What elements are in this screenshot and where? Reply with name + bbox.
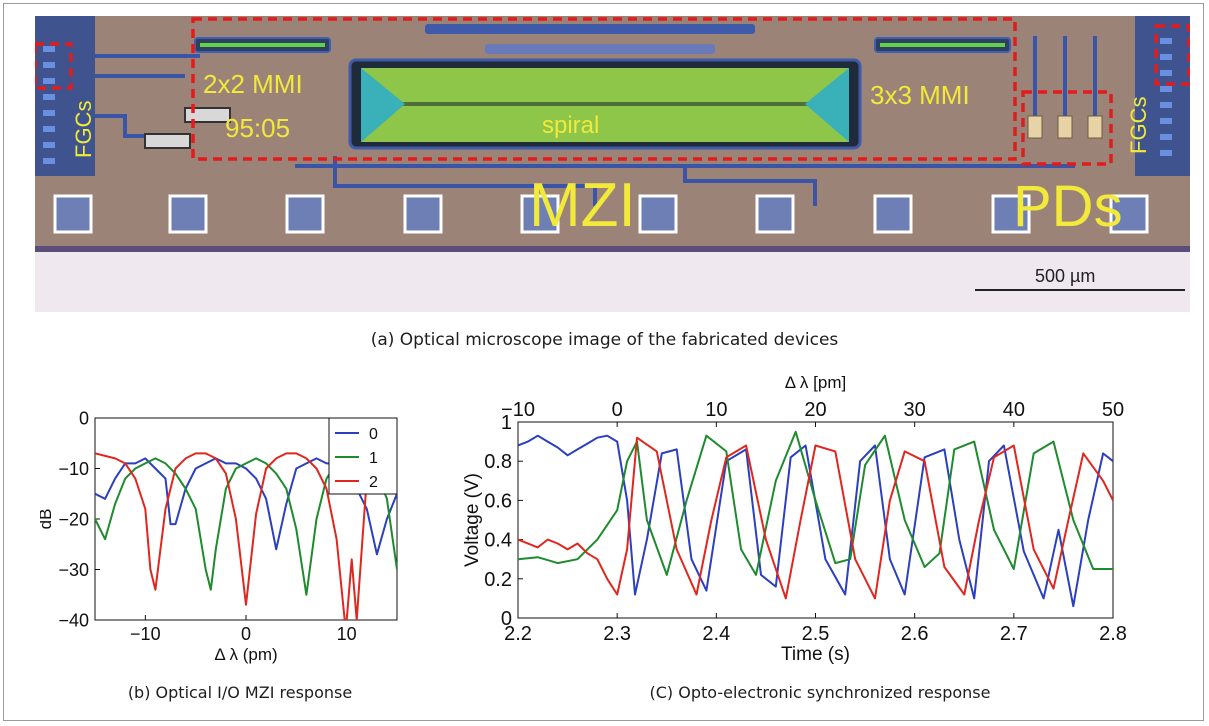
legend-label-1: 1 bbox=[369, 450, 378, 467]
x-tick-label: −10 bbox=[130, 624, 161, 644]
series-line-1 bbox=[518, 430, 1113, 576]
microscope-image: FGCs 2x2 MMI 95:05 spiral 3x3 MMI FGCs M… bbox=[35, 16, 1190, 312]
y-tick-label: −40 bbox=[58, 610, 89, 630]
y-tick-label: 0 bbox=[501, 608, 512, 630]
y-tick-label: 0.8 bbox=[484, 451, 512, 473]
y-tick-label: 0.2 bbox=[484, 569, 512, 591]
scale-label: 500 µm bbox=[1035, 266, 1095, 286]
caption-c: (C) Opto-electronic synchronized respons… bbox=[649, 683, 991, 702]
y-tick-label: 1 bbox=[501, 412, 512, 434]
x-tick-label: 2.3 bbox=[603, 623, 631, 645]
x-tick-label: 2.4 bbox=[702, 623, 730, 645]
top-x-tick-label: 0 bbox=[612, 399, 623, 421]
top-x-tick-label: 40 bbox=[1003, 399, 1025, 421]
x-axis-label: Δ λ (pm) bbox=[214, 645, 277, 664]
y-tick-label: −20 bbox=[58, 509, 89, 529]
y-tick-label: 0.6 bbox=[484, 490, 512, 512]
series-line-2 bbox=[95, 452, 397, 620]
y-tick-label: −10 bbox=[58, 459, 89, 479]
y-axis-label: dB bbox=[40, 509, 55, 530]
caption-b: (b) Optical I/O MZI response bbox=[127, 683, 353, 702]
chart-mzi-response: −10 0 10 0 −10 −20 −30 −40 Δ λ (pm) dB 0 1 2 bbox=[40, 408, 398, 664]
x-tick-label: 2.8 bbox=[1099, 623, 1127, 645]
x-tick-label: 2.2 bbox=[504, 623, 532, 645]
caption-a: (a) Optical microscope image of the fabr… bbox=[370, 330, 839, 350]
y-tick-label: −30 bbox=[58, 560, 89, 580]
x-tick-label: 10 bbox=[337, 624, 357, 644]
y-tick-label: 0 bbox=[79, 408, 89, 428]
plot-area bbox=[517, 421, 1114, 619]
series-line-0 bbox=[518, 434, 1113, 608]
legend-label-2: 2 bbox=[369, 474, 378, 491]
x-tick-label: 0 bbox=[241, 624, 251, 644]
x-tick-label: 2.5 bbox=[802, 623, 830, 645]
chart-sync-response: 2.2 2.3 2.4 2.5 2.6 2.7 2.8 0 0.2 0.4 0.6 0.8 1−10 0 1… bbox=[462, 373, 1127, 665]
label-mzi: MZI bbox=[529, 171, 636, 240]
top-x-tick-label: 30 bbox=[904, 399, 926, 421]
top-x-axis-label: Δ λ [pm] bbox=[785, 373, 846, 392]
x-tick-label: 2.7 bbox=[1000, 623, 1028, 645]
top-x-tick-label: 50 bbox=[1102, 399, 1124, 421]
legend-label-0: 0 bbox=[369, 426, 378, 443]
x-axis-label: Time (s) bbox=[781, 644, 850, 665]
x-tick-label: 2.6 bbox=[901, 623, 929, 645]
label-spiral: spiral bbox=[542, 112, 599, 139]
top-x-tick-label: 20 bbox=[804, 399, 826, 421]
figure-frame bbox=[3, 3, 1204, 721]
label-fgc-left: FGCs bbox=[71, 101, 96, 158]
label-ratio: 95:05 bbox=[225, 113, 290, 143]
wafer-background bbox=[35, 252, 1190, 312]
y-axis-label: Voltage (V) bbox=[462, 473, 483, 567]
label-fgc-right: FGCs bbox=[1126, 97, 1151, 154]
label-mmi22: 2x2 MMI bbox=[203, 69, 303, 99]
top-x-tick-label: −10 bbox=[501, 399, 535, 421]
highlight-boxes bbox=[35, 17, 1190, 166]
label-mmi33: 3x3 MMI bbox=[870, 80, 970, 110]
label-pds: PDs bbox=[1013, 174, 1123, 239]
electrical-pads bbox=[53, 194, 1149, 234]
series-line-2 bbox=[518, 436, 1113, 600]
top-x-tick-label: 10 bbox=[705, 399, 727, 421]
y-tick-label: 0.4 bbox=[484, 530, 512, 552]
